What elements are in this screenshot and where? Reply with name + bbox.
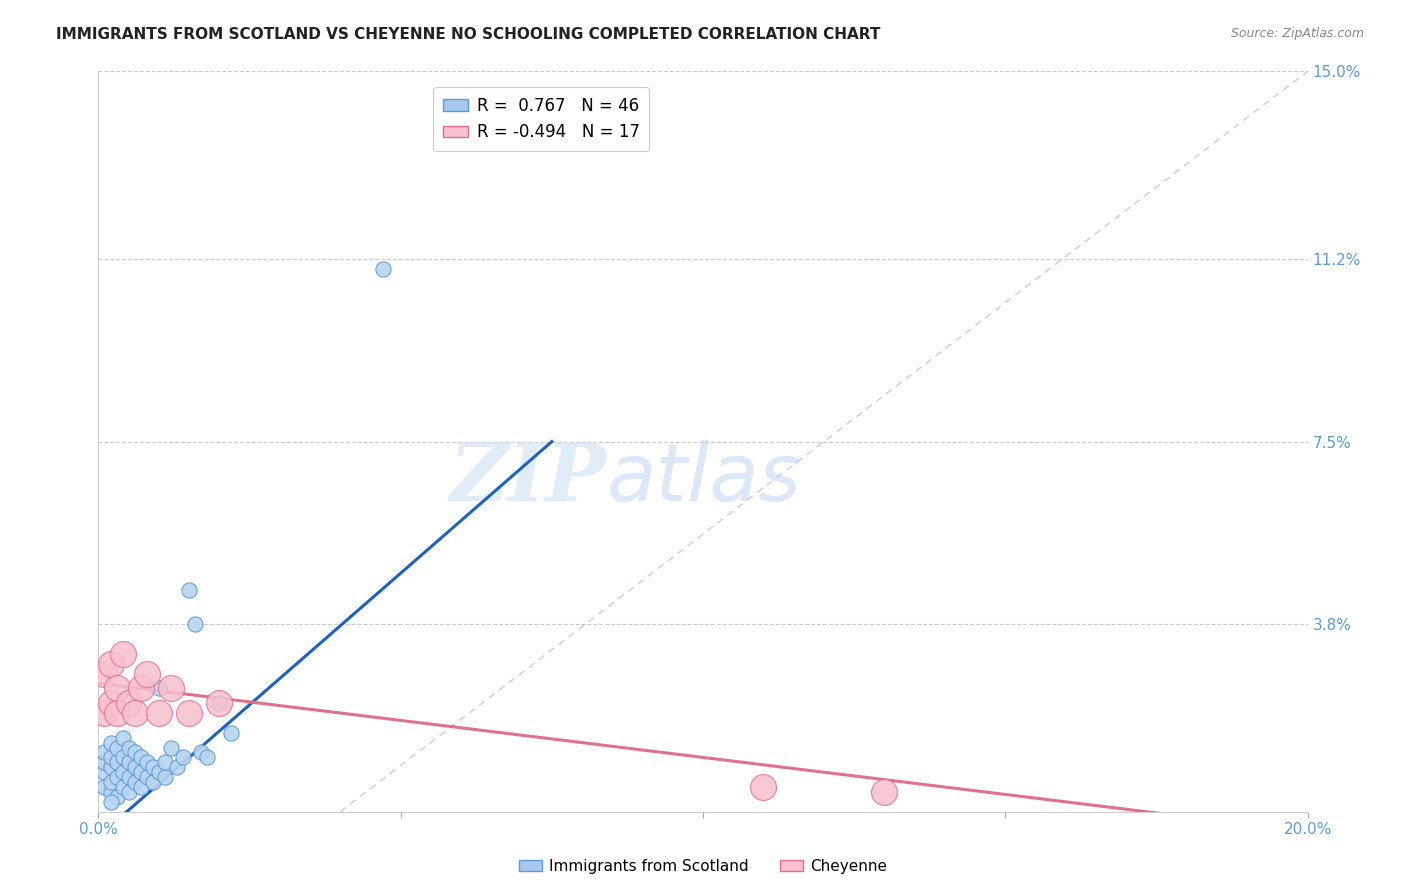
- Point: [160, 681, 183, 696]
- Point: [93, 780, 115, 794]
- Point: [371, 261, 394, 276]
- Point: [93, 706, 115, 720]
- Point: [111, 780, 134, 794]
- Point: [93, 765, 115, 780]
- Text: IMMIGRANTS FROM SCOTLAND VS CHEYENNE NO SCHOOLING COMPLETED CORRELATION CHART: IMMIGRANTS FROM SCOTLAND VS CHEYENNE NO …: [56, 27, 880, 42]
- Point: [129, 780, 152, 794]
- Point: [118, 740, 141, 755]
- Point: [100, 696, 122, 710]
- Point: [208, 696, 231, 710]
- Point: [100, 795, 122, 809]
- Point: [100, 760, 122, 774]
- Point: [160, 740, 183, 755]
- Point: [100, 775, 122, 789]
- Point: [148, 681, 170, 696]
- Point: [93, 756, 115, 770]
- Point: [111, 765, 134, 780]
- Text: Source: ZipAtlas.com: Source: ZipAtlas.com: [1230, 27, 1364, 40]
- Point: [100, 736, 122, 750]
- Point: [100, 785, 122, 799]
- Point: [135, 770, 157, 784]
- Point: [129, 765, 152, 780]
- Point: [142, 775, 165, 789]
- Point: [129, 681, 152, 696]
- Text: atlas: atlas: [606, 440, 801, 517]
- Legend: Immigrants from Scotland, Cheyenne: Immigrants from Scotland, Cheyenne: [513, 853, 893, 880]
- Point: [135, 666, 157, 681]
- Point: [148, 765, 170, 780]
- Point: [124, 746, 146, 760]
- Point: [124, 775, 146, 789]
- Text: ZIP: ZIP: [450, 440, 606, 517]
- Point: [93, 666, 115, 681]
- Point: [179, 582, 201, 597]
- Point: [93, 746, 115, 760]
- Point: [105, 681, 128, 696]
- Point: [153, 770, 176, 784]
- Point: [118, 696, 141, 710]
- Point: [184, 617, 207, 632]
- Point: [148, 706, 170, 720]
- Point: [129, 750, 152, 764]
- Point: [118, 785, 141, 799]
- Point: [105, 740, 128, 755]
- Point: [111, 731, 134, 745]
- Point: [105, 756, 128, 770]
- Point: [190, 746, 212, 760]
- Point: [135, 756, 157, 770]
- Point: [124, 706, 146, 720]
- Point: [195, 750, 218, 764]
- Legend: R =  0.767   N = 46, R = -0.494   N = 17: R = 0.767 N = 46, R = -0.494 N = 17: [433, 87, 650, 152]
- Point: [142, 760, 165, 774]
- Point: [752, 780, 775, 794]
- Point: [208, 696, 231, 710]
- Point: [172, 750, 194, 764]
- Point: [873, 785, 896, 799]
- Point: [124, 760, 146, 774]
- Point: [221, 725, 243, 739]
- Point: [105, 706, 128, 720]
- Point: [118, 756, 141, 770]
- Point: [105, 789, 128, 804]
- Point: [179, 706, 201, 720]
- Point: [111, 750, 134, 764]
- Point: [153, 756, 176, 770]
- Point: [105, 770, 128, 784]
- Point: [100, 750, 122, 764]
- Point: [100, 657, 122, 671]
- Point: [166, 760, 188, 774]
- Point: [111, 647, 134, 661]
- Point: [118, 770, 141, 784]
